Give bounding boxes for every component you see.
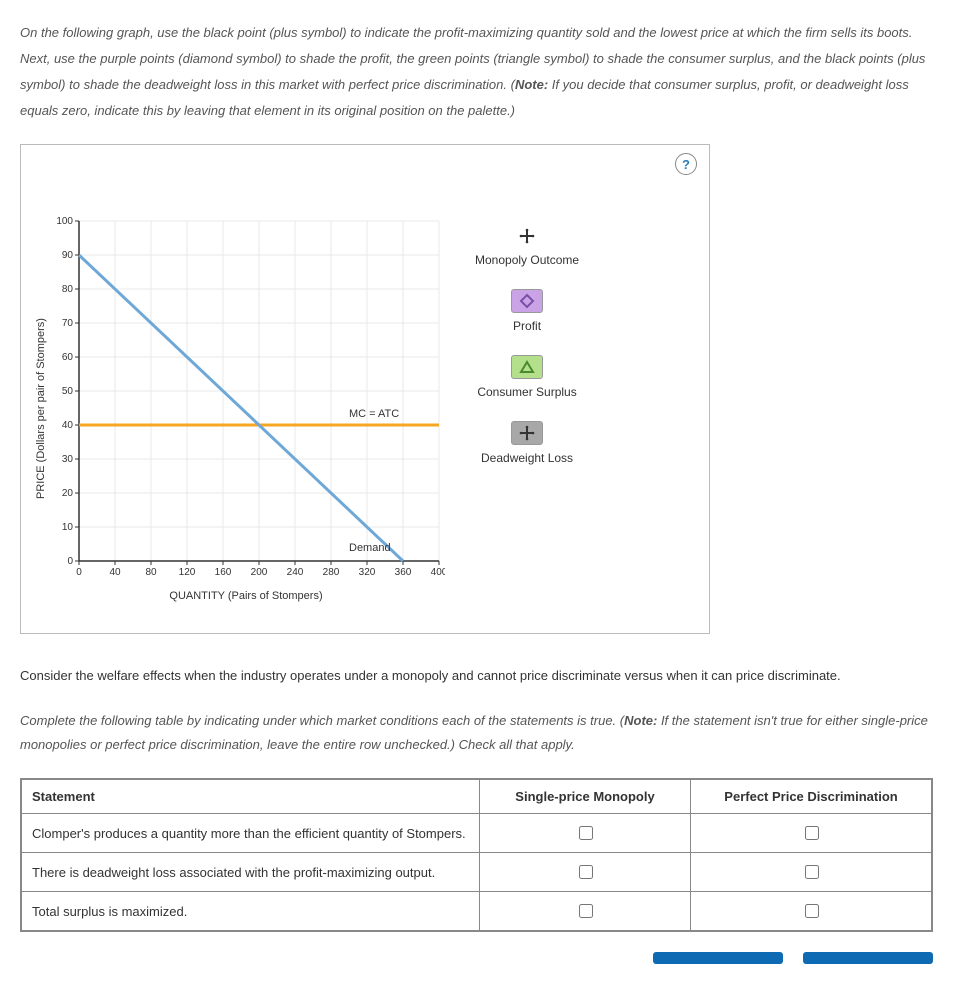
statements-table-wrap: Statement Single-price Monopoly Perfect …: [20, 778, 933, 932]
svg-text:90: 90: [62, 250, 74, 261]
table-row: Total surplus is maximized.: [22, 892, 932, 931]
svg-text:80: 80: [145, 567, 157, 578]
chart-legend: Monopoly Outcome Profit Consumer Surplus De…: [475, 215, 579, 602]
svg-text:MC = ATC: MC = ATC: [349, 408, 399, 420]
single-price-cell: [480, 853, 691, 892]
instr-note: Note:: [515, 77, 548, 92]
instructions-text: On the following graph, use the black po…: [20, 20, 933, 124]
legend-item-1[interactable]: Profit: [475, 289, 579, 333]
svg-text:70: 70: [62, 318, 74, 329]
statement-cell: Total surplus is maximized.: [22, 892, 480, 931]
welfare-paragraph: Consider the welfare effects when the in…: [20, 664, 933, 687]
svg-text:40: 40: [109, 567, 121, 578]
svg-text:0: 0: [67, 556, 73, 567]
ppd-checkbox-2[interactable]: [805, 904, 819, 918]
deadweight-loss-icon: [511, 421, 543, 445]
single-price-checkbox-2[interactable]: [579, 904, 593, 918]
button-row: [20, 952, 933, 964]
table-instr-a: Complete the following table by indicati…: [20, 713, 624, 728]
svg-text:240: 240: [287, 567, 304, 578]
table-instr-note: Note:: [624, 713, 657, 728]
y-axis-label: PRICE (Dollars per pair of Stompers): [31, 239, 47, 579]
ppd-cell: [691, 892, 932, 931]
svg-text:0: 0: [76, 567, 82, 578]
col-ppd: Perfect Price Discrimination: [691, 780, 932, 814]
consumer-surplus-icon: [511, 355, 543, 379]
table-row: Clomper's produces a quantity more than …: [22, 814, 932, 853]
profit-icon: [511, 289, 543, 313]
ppd-checkbox-0[interactable]: [805, 826, 819, 840]
legend-item-2[interactable]: Consumer Surplus: [475, 355, 579, 399]
legend-label: Deadweight Loss: [475, 451, 579, 465]
statement-cell: Clomper's produces a quantity more than …: [22, 814, 480, 853]
chart-container: ? PRICE (Dollars per pair of Stompers) 0…: [20, 144, 710, 634]
legend-label: Consumer Surplus: [475, 385, 579, 399]
ppd-cell: [691, 853, 932, 892]
svg-text:200: 200: [251, 567, 268, 578]
svg-text:320: 320: [359, 567, 376, 578]
table-instructions: Complete the following table by indicati…: [20, 709, 933, 756]
svg-text:40: 40: [62, 420, 74, 431]
table-row: There is deadweight loss associated with…: [22, 853, 932, 892]
action-button-2[interactable]: [803, 952, 933, 964]
x-axis-label: QUANTITY (Pairs of Stompers): [47, 590, 445, 602]
svg-text:10: 10: [62, 522, 74, 533]
legend-label: Monopoly Outcome: [475, 253, 579, 267]
svg-text:400: 400: [431, 567, 445, 578]
legend-label: Profit: [475, 319, 579, 333]
svg-text:360: 360: [395, 567, 412, 578]
svg-text:160: 160: [215, 567, 232, 578]
action-button-1[interactable]: [653, 952, 783, 964]
chart-svg: 0 40 80 120 160 200 240 280 320 360 400 0 10 20 30 40 50…: [47, 215, 445, 583]
svg-text:280: 280: [323, 567, 340, 578]
svg-text:100: 100: [56, 216, 73, 227]
col-single-price: Single-price Monopoly: [480, 780, 691, 814]
chart-plot[interactable]: 0 40 80 120 160 200 240 280 320 360 400 0 10 20 30 40 50…: [47, 215, 445, 586]
statement-cell: There is deadweight loss associated with…: [22, 853, 480, 892]
monopoly-outcome-icon: [512, 225, 542, 247]
single-price-cell: [480, 892, 691, 931]
legend-item-3[interactable]: Deadweight Loss: [475, 421, 579, 465]
svg-text:30: 30: [62, 454, 74, 465]
svg-text:50: 50: [62, 386, 74, 397]
svg-text:80: 80: [62, 284, 74, 295]
col-statement: Statement: [22, 780, 480, 814]
svg-text:120: 120: [179, 567, 196, 578]
ppd-checkbox-1[interactable]: [805, 865, 819, 879]
svg-text:20: 20: [62, 488, 74, 499]
ppd-cell: [691, 814, 932, 853]
legend-item-0[interactable]: Monopoly Outcome: [475, 225, 579, 267]
svg-text:Demand: Demand: [349, 542, 391, 554]
single-price-cell: [480, 814, 691, 853]
help-icon[interactable]: ?: [675, 153, 697, 175]
svg-text:60: 60: [62, 352, 74, 363]
statements-table: Statement Single-price Monopoly Perfect …: [21, 779, 932, 931]
single-price-checkbox-0[interactable]: [579, 826, 593, 840]
single-price-checkbox-1[interactable]: [579, 865, 593, 879]
